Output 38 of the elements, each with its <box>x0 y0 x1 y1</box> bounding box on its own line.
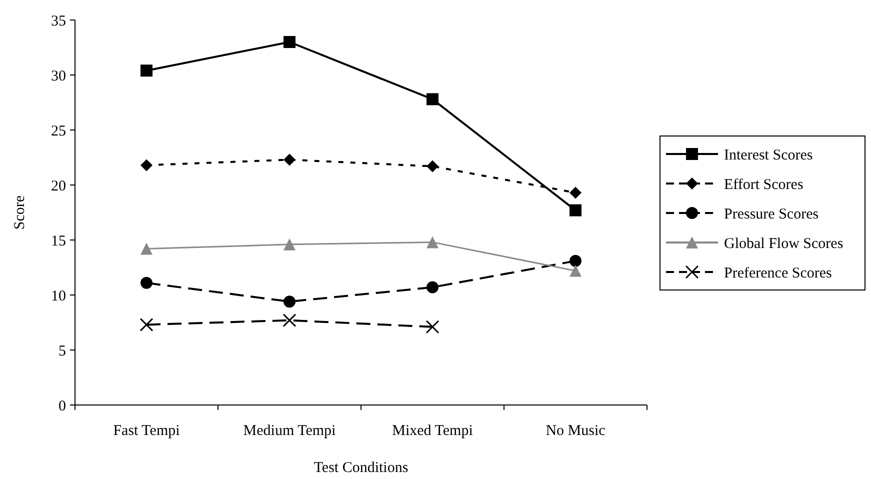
point <box>570 254 582 267</box>
point <box>426 93 438 106</box>
point <box>282 314 296 328</box>
point <box>426 236 438 248</box>
y-tick-label: 25 <box>51 123 66 140</box>
point <box>426 320 440 334</box>
y-tick-label: 0 <box>58 398 66 414</box>
legend-label: Pressure Scores <box>724 206 819 222</box>
point <box>570 264 582 277</box>
point <box>426 160 438 172</box>
legend-label: Interest Scores <box>724 147 813 164</box>
point <box>140 242 152 255</box>
point <box>140 318 154 332</box>
y-tick-label: 15 <box>51 233 66 250</box>
x-tick-label: Mixed Tempi <box>392 423 473 439</box>
x-axis-title: Test Conditions <box>314 460 408 476</box>
point <box>284 36 296 48</box>
point <box>284 296 296 308</box>
x-tick-label: No Music <box>546 423 606 439</box>
legend-label: Effort Scores <box>724 176 804 193</box>
x-tick-label: Medium Tempi <box>243 423 336 439</box>
y-tick-label: 10 <box>51 288 66 304</box>
point <box>140 276 152 289</box>
legend-label: Global Flow Scores <box>724 236 844 252</box>
point <box>284 238 296 250</box>
y-tick-label: 35 <box>51 13 66 30</box>
y-tick-label: 30 <box>51 68 66 84</box>
legend-label: Preference Scores <box>724 265 832 282</box>
point <box>570 204 582 216</box>
point <box>140 159 152 172</box>
point <box>284 154 296 166</box>
x-tick-label: Fast Tempi <box>113 423 180 439</box>
point <box>570 186 582 199</box>
y-tick-label: 5 <box>58 343 66 360</box>
y-tick-label: 20 <box>51 178 66 194</box>
point <box>426 281 438 294</box>
y-axis-title: Score <box>12 195 28 230</box>
point <box>140 64 152 77</box>
